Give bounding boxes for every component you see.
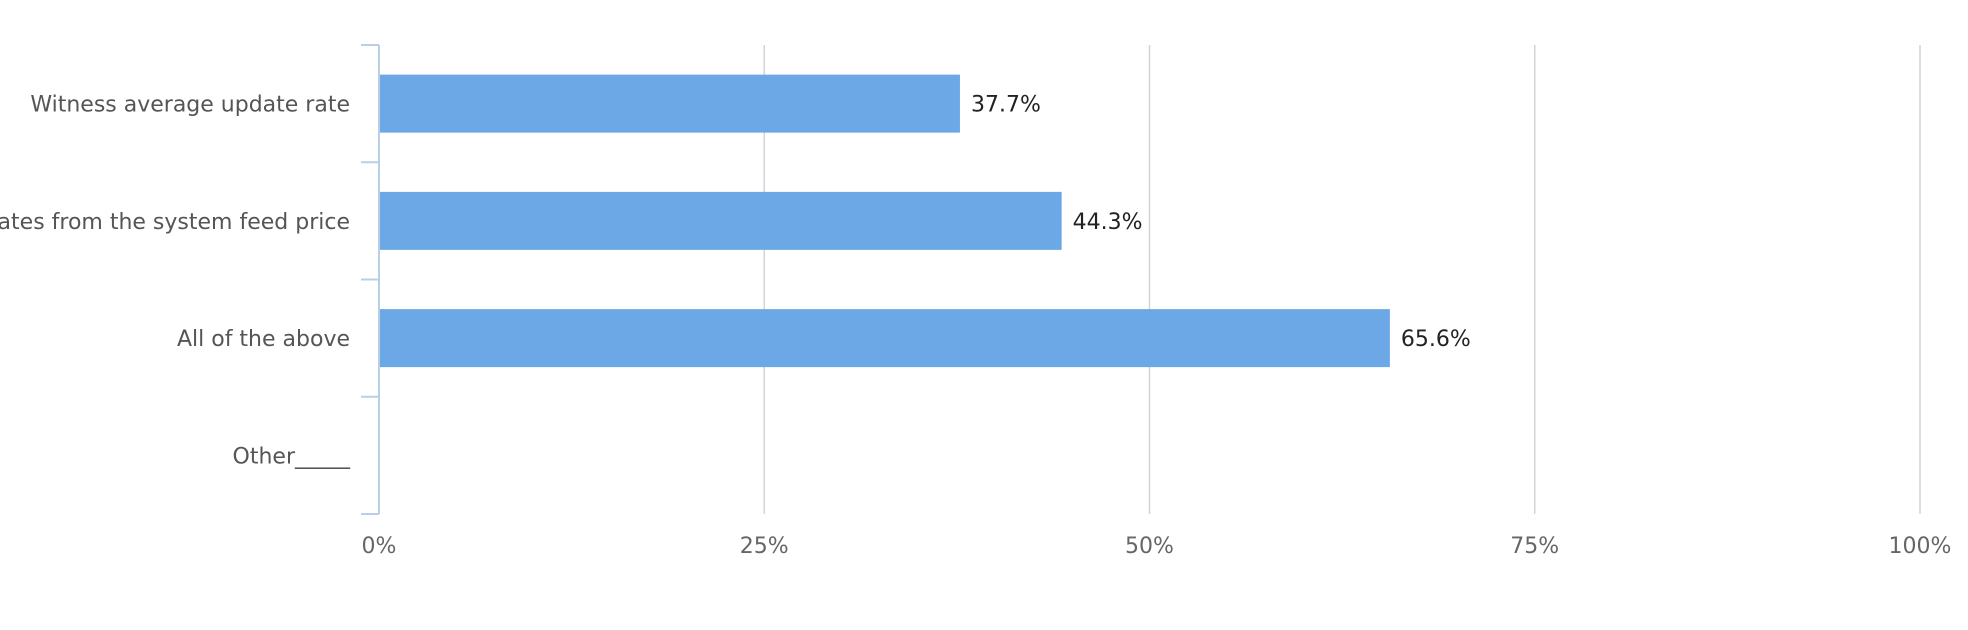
gridlines <box>763 45 1921 514</box>
data-label: 37.7% <box>971 93 1041 118</box>
x-tick-label: 0% <box>362 534 397 559</box>
x-tick-label: 100% <box>1889 534 1952 559</box>
bar <box>380 191 1062 250</box>
data-label: 44.3% <box>1073 210 1143 235</box>
category-label: Witness average update rate <box>30 93 350 118</box>
x-tick-label: 50% <box>1125 534 1174 559</box>
bar <box>380 309 1390 368</box>
x-tick-label: 75% <box>1510 534 1559 559</box>
bars <box>380 74 1390 368</box>
category-label: Updates from the system feed price <box>0 210 350 235</box>
labels: 0% 25% 50% 75% 100% 37.7% Witness average upda… <box>0 93 1951 559</box>
bar <box>380 74 960 133</box>
category-label: Other_____ <box>233 444 351 469</box>
x-tick-label: 25% <box>740 534 789 559</box>
category-axis <box>361 44 380 515</box>
data-label: 65.6% <box>1401 327 1471 352</box>
category-label: All of the above <box>177 327 350 352</box>
